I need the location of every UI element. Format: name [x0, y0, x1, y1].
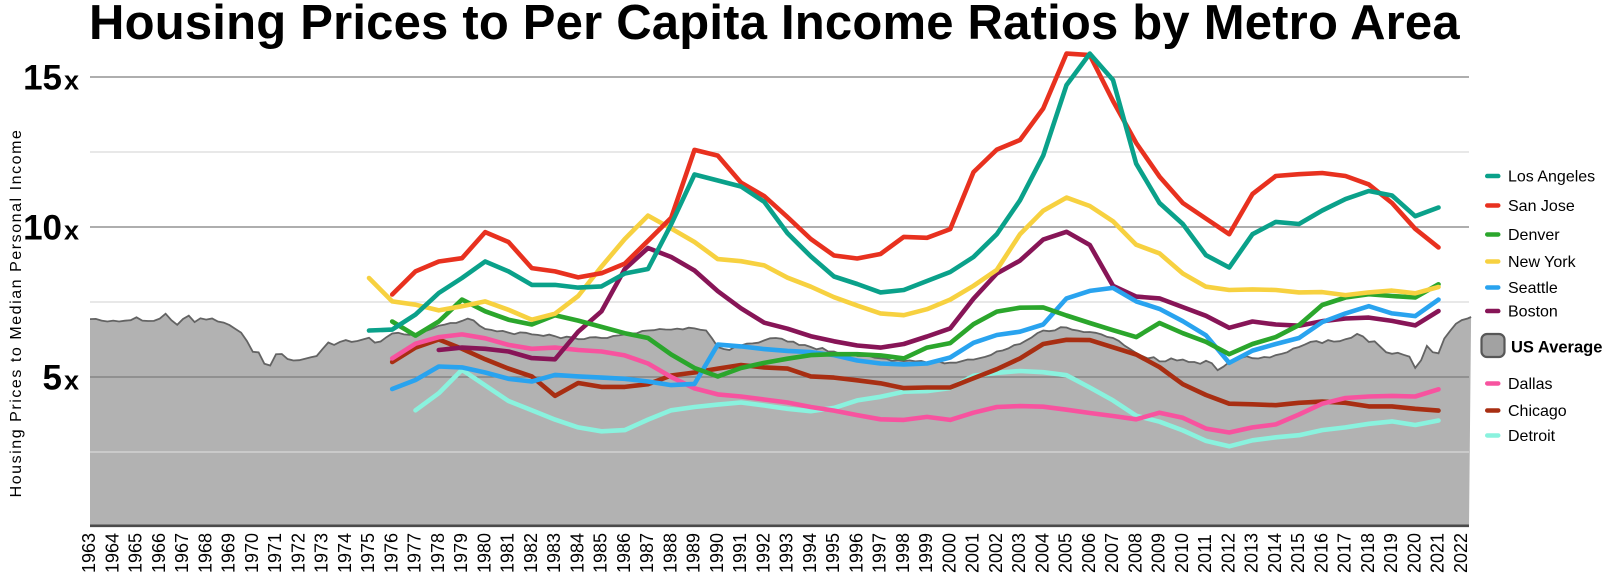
- svg-text:Chicago: Chicago: [1508, 403, 1567, 420]
- svg-text:1987: 1987: [637, 533, 657, 573]
- svg-text:2018: 2018: [1358, 533, 1378, 573]
- svg-text:2004: 2004: [1033, 533, 1053, 573]
- svg-text:1995: 1995: [823, 533, 843, 573]
- svg-text:1975: 1975: [358, 533, 378, 573]
- svg-text:2011: 2011: [1195, 534, 1215, 573]
- svg-text:2013: 2013: [1242, 533, 1262, 573]
- svg-text:2019: 2019: [1381, 533, 1401, 573]
- svg-text:1990: 1990: [707, 533, 727, 573]
- svg-text:Dallas: Dallas: [1508, 376, 1552, 393]
- svg-text:1967: 1967: [172, 533, 192, 573]
- svg-text:1993: 1993: [777, 533, 797, 573]
- svg-text:1988: 1988: [661, 533, 681, 573]
- svg-text:10: 10: [23, 209, 62, 248]
- svg-text:New York: New York: [1508, 254, 1577, 271]
- svg-text:1977: 1977: [405, 533, 425, 573]
- svg-text:Boston: Boston: [1508, 304, 1558, 321]
- svg-text:1974: 1974: [335, 533, 355, 573]
- svg-text:1998: 1998: [893, 533, 913, 573]
- svg-text:2008: 2008: [1126, 533, 1146, 573]
- svg-text:1989: 1989: [684, 533, 704, 573]
- svg-text:Seattle: Seattle: [1508, 280, 1558, 297]
- svg-text:1996: 1996: [847, 533, 867, 573]
- svg-text:2015: 2015: [1288, 533, 1308, 573]
- svg-text:1986: 1986: [614, 533, 634, 573]
- svg-text:x: x: [64, 66, 79, 96]
- svg-text:US Average: US Average: [1511, 339, 1602, 357]
- svg-text:2010: 2010: [1172, 533, 1192, 573]
- svg-text:2014: 2014: [1265, 533, 1285, 573]
- svg-text:1969: 1969: [219, 533, 239, 573]
- svg-text:2009: 2009: [1149, 533, 1169, 573]
- svg-text:2012: 2012: [1219, 533, 1239, 573]
- svg-text:Detroit: Detroit: [1508, 428, 1556, 445]
- svg-text:1983: 1983: [544, 533, 564, 573]
- svg-text:1964: 1964: [103, 533, 123, 573]
- svg-text:Housing Prices to Per Capita I: Housing Prices to Per Capita Income Rati…: [89, 0, 1460, 50]
- svg-text:1985: 1985: [591, 533, 611, 573]
- svg-text:1999: 1999: [916, 533, 936, 573]
- svg-text:2005: 2005: [1056, 533, 1076, 573]
- svg-text:2006: 2006: [1079, 533, 1099, 573]
- svg-text:1971: 1971: [265, 533, 285, 573]
- svg-text:1992: 1992: [754, 533, 774, 573]
- svg-text:Denver: Denver: [1508, 227, 1560, 244]
- svg-text:2021: 2021: [1428, 533, 1448, 573]
- svg-text:1994: 1994: [800, 533, 820, 573]
- svg-text:2007: 2007: [1102, 533, 1122, 573]
- svg-text:2000: 2000: [940, 533, 960, 573]
- svg-text:1980: 1980: [474, 533, 494, 573]
- svg-text:Housing Prices to Median Perso: Housing Prices to Median Personal Income: [8, 129, 25, 498]
- svg-text:1976: 1976: [381, 533, 401, 573]
- svg-text:2016: 2016: [1312, 533, 1332, 573]
- svg-text:2017: 2017: [1335, 533, 1355, 573]
- svg-text:1997: 1997: [870, 533, 890, 573]
- svg-text:1981: 1981: [498, 533, 518, 573]
- svg-text:1965: 1965: [126, 533, 146, 573]
- svg-text:2002: 2002: [986, 533, 1006, 573]
- svg-text:1972: 1972: [288, 533, 308, 573]
- svg-text:1968: 1968: [195, 533, 215, 573]
- svg-text:2003: 2003: [1009, 533, 1029, 573]
- svg-text:x: x: [64, 366, 79, 396]
- svg-text:x: x: [64, 216, 79, 246]
- svg-text:2020: 2020: [1405, 533, 1425, 573]
- svg-text:1970: 1970: [242, 533, 262, 573]
- svg-text:2001: 2001: [963, 533, 983, 573]
- svg-text:5: 5: [43, 359, 62, 398]
- svg-text:1979: 1979: [451, 533, 471, 573]
- svg-text:Los Angeles: Los Angeles: [1508, 169, 1595, 186]
- svg-text:1978: 1978: [428, 533, 448, 573]
- svg-text:2022: 2022: [1451, 533, 1471, 573]
- svg-text:San Jose: San Jose: [1508, 198, 1575, 215]
- svg-text:15: 15: [23, 59, 62, 98]
- svg-text:1973: 1973: [312, 533, 332, 573]
- svg-text:1982: 1982: [521, 533, 541, 573]
- svg-text:1963: 1963: [79, 533, 99, 573]
- svg-text:1991: 1991: [730, 533, 750, 573]
- svg-text:1966: 1966: [149, 533, 169, 573]
- svg-text:1984: 1984: [568, 533, 588, 573]
